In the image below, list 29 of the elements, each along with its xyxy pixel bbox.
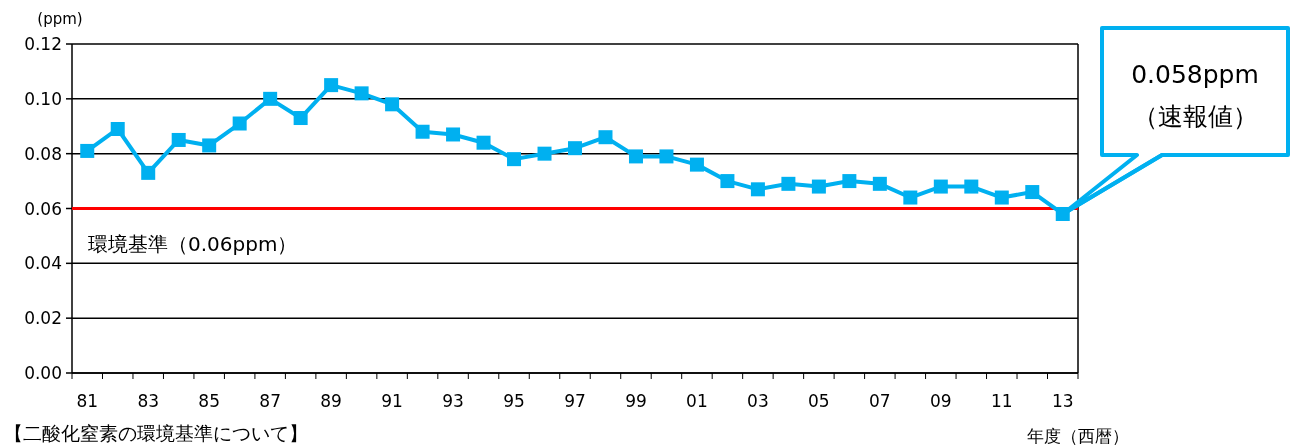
x-tick-label: 03 (747, 391, 769, 411)
x-tick-label: 95 (503, 391, 525, 411)
x-tick-label: 99 (625, 391, 647, 411)
x-tick-label: 91 (381, 391, 403, 411)
x-tick-label: 93 (442, 391, 464, 411)
x-tick-label: 11 (990, 391, 1013, 411)
x-tick-label: 01 (686, 391, 708, 411)
x-tick-label: 97 (564, 391, 586, 411)
y-tick-label: 0.08 (24, 143, 62, 164)
y-axis-title: (ppm) (37, 10, 83, 28)
y-tick-label: 0.06 (24, 198, 62, 219)
x-tick-label: 09 (930, 391, 952, 411)
y-tick-label: 0.04 (24, 253, 62, 274)
y-tick-label: 0.12 (24, 34, 62, 54)
x-tick-label: 07 (869, 391, 891, 411)
x-tick-label: 81 (76, 391, 99, 411)
y-tick-label: 0.02 (24, 308, 62, 329)
x-tick-label: 85 (198, 391, 220, 411)
x-tick-label: 87 (259, 391, 281, 411)
y-tick-label: 0.10 (24, 88, 62, 109)
x-tick-label: 89 (320, 391, 342, 411)
text: 【二酸化窒素の環境基準について】 (4, 422, 308, 444)
annotation: 0.058ppm （速報値） (1131, 60, 1259, 131)
y-tick-label: 0.00 (24, 363, 62, 383)
x-tick-label: 13 (1051, 391, 1074, 411)
x-tick-label: 83 (137, 391, 160, 411)
x-axis-title: 年度（西暦） (1027, 426, 1129, 446)
x-tick-label: 05 (808, 391, 830, 411)
ref-line-label: 環境基準（0.06ppm） (88, 231, 298, 256)
